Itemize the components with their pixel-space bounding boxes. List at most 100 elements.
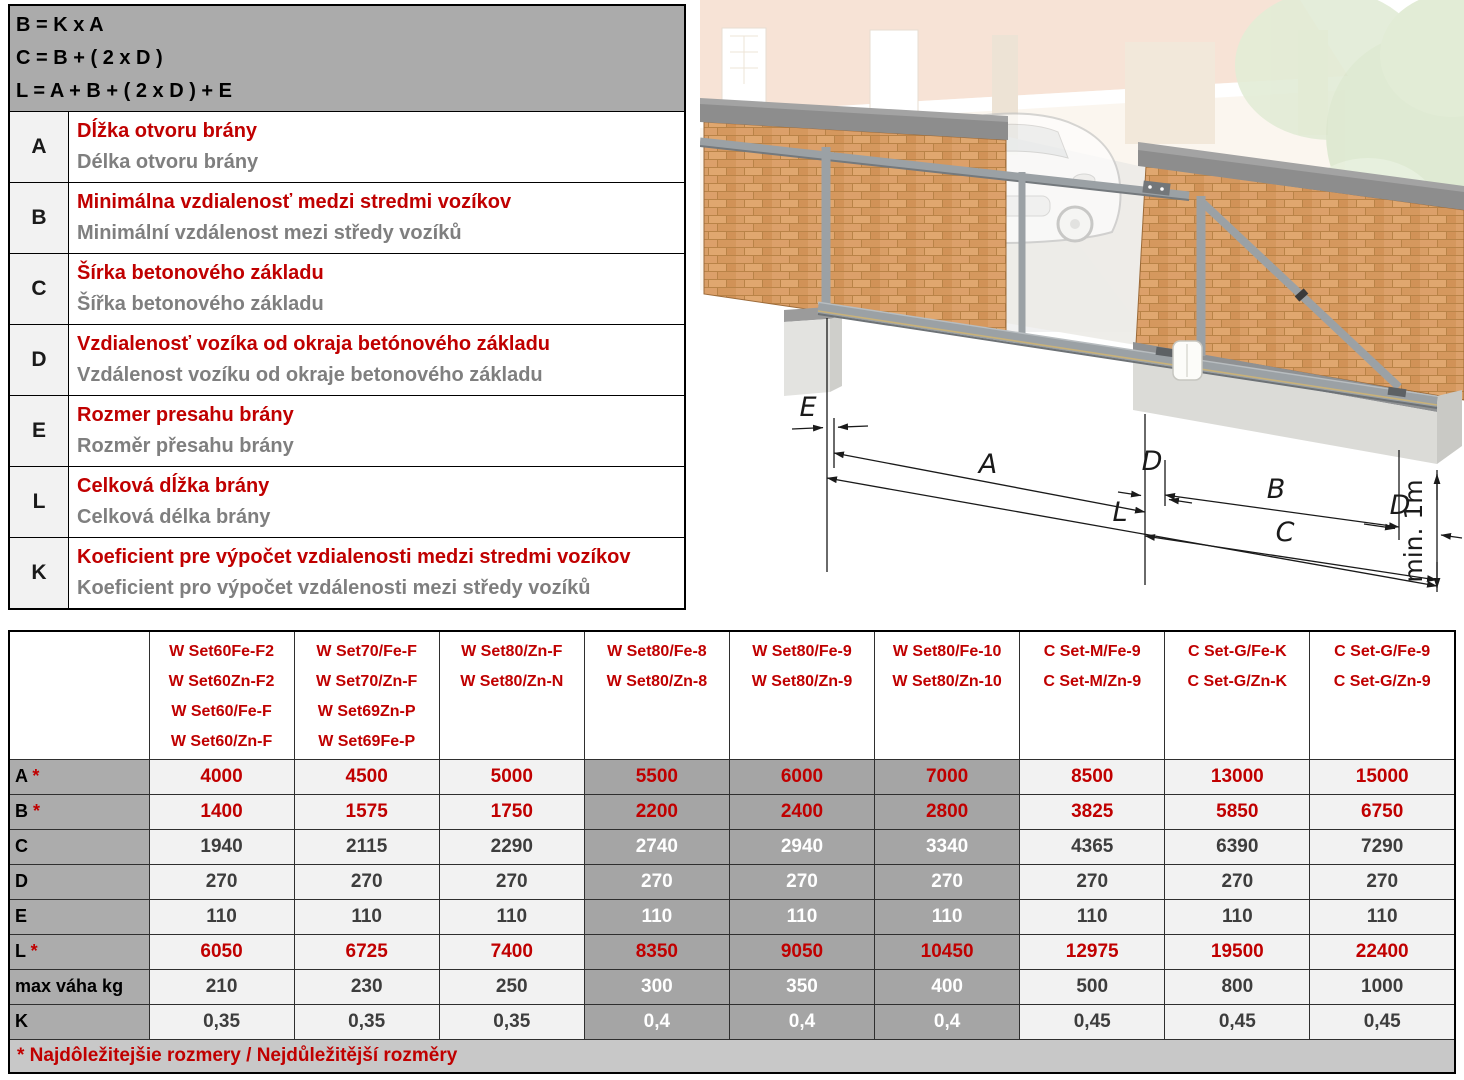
value-cell: 110 <box>583 898 730 935</box>
value-cell: 3340 <box>874 828 1021 865</box>
value-cell: 3825 <box>1019 793 1166 830</box>
bracket-bolt-2 <box>1160 187 1164 191</box>
value-cell: 13000 <box>1164 758 1311 795</box>
legend-letter: K <box>10 538 69 608</box>
legend-letter: B <box>10 183 69 253</box>
legend-letter: L <box>10 467 69 537</box>
value-cell: 10450 <box>874 933 1021 970</box>
value-cell: 110 <box>1309 898 1456 935</box>
value-cell: 800 <box>1164 968 1311 1005</box>
set-name: W Set80/Fe-10 <box>892 643 1002 660</box>
set-name: W Set69Fe-P <box>318 733 416 750</box>
spec-body: A * 4000 4500 5000 5500 6000 7000 8500 13000 1500… <box>8 758 1456 1040</box>
value-cell: 400 <box>874 968 1021 1005</box>
value-cell: 1400 <box>148 793 295 830</box>
set-name: C Set-G/Fe-9 <box>1334 643 1431 660</box>
value-cell: 1000 <box>1309 968 1456 1005</box>
spec-table: W Set60Fe-F2 W Set60Zn-F2 W Set60/Fe-F W Se… <box>8 630 1456 1074</box>
right-wall-cap <box>1138 146 1464 210</box>
carriage-left <box>1155 346 1175 358</box>
value-cell: 110 <box>1164 898 1311 935</box>
formula-header: B = K x A C = B + ( 2 x D ) L = A + B + … <box>10 6 684 111</box>
row-label: B * <box>8 793 150 830</box>
row-label: max váha kg <box>8 968 150 1005</box>
value-cell: 110 <box>874 898 1021 935</box>
value-cell: 2940 <box>728 828 876 865</box>
dim-label-e: E <box>799 392 816 423</box>
value-cell: 15000 <box>1309 758 1456 795</box>
dim-label-d-left: D <box>1142 446 1163 477</box>
set-name: W Set80/Zn-9 <box>751 673 853 690</box>
value-cell: 270 <box>1309 863 1456 900</box>
rail-track-line <box>817 310 1438 406</box>
set-name: C Set-G/Fe-K <box>1187 643 1287 660</box>
footnote-row: * Najdôležitejšie rozmery / Nejdůležitěj… <box>8 1038 1456 1073</box>
formula-b: B = K x A <box>16 14 104 36</box>
legend-text-sk: Šírka betonového základu <box>77 262 324 284</box>
post-side <box>830 315 842 392</box>
value-cell: 230 <box>293 968 440 1005</box>
value-cell: 270 <box>1164 863 1311 900</box>
legend-desc: Vzdialenosť vozíka od okraja betónového … <box>69 325 684 395</box>
concrete-post <box>784 306 842 396</box>
spec-row-C: C 1940 2115 2290 2740 2940 3340 4365 6390 7290 <box>8 828 1456 865</box>
value-cell: 2115 <box>293 828 440 865</box>
gate-frame <box>700 137 1438 409</box>
value-cell: 6725 <box>293 933 440 970</box>
value-cell: 0,45 <box>1309 1003 1456 1040</box>
legend-letter: A <box>10 112 69 182</box>
value-cell: 2740 <box>583 828 730 865</box>
legend-row-A: A Dĺžka otvoru brány Délka otvoru brány <box>10 111 684 182</box>
garage-opening <box>1125 42 1215 144</box>
top-guide-bracket <box>1142 180 1171 196</box>
legend-desc: Minimálna vzdialenosť medzi stredmi vozí… <box>69 183 684 253</box>
left-wall <box>700 98 1008 339</box>
left-wall-cap <box>700 102 1008 140</box>
legend-desc: Celková dĺžka brány Celková délka brány <box>69 467 684 537</box>
column-header-8: C Set-G/Fe-K C Set-G/Zn-K <box>1164 630 1311 760</box>
value-cell: 110 <box>148 898 295 935</box>
legend-row-B: B Minimálna vzdialenosť medzi stredmi voz… <box>10 182 684 253</box>
important-star: * <box>27 766 40 786</box>
house-roof <box>700 0 1348 114</box>
set-name: C Set-M/Zn-9 <box>1043 673 1142 690</box>
value-cell: 110 <box>728 898 876 935</box>
row-label: L * <box>8 933 150 970</box>
legend-text-cz: Celková délka brány <box>77 506 271 528</box>
set-name: W Set60/Zn-F <box>170 733 273 750</box>
value-cell: 0,45 <box>1019 1003 1166 1040</box>
set-name: W Set80/Zn-8 <box>606 673 708 690</box>
value-cell: 7400 <box>438 933 585 970</box>
value-cell: 270 <box>438 863 585 900</box>
set-name: C Set-G/Zn-K <box>1187 673 1288 690</box>
set-name: W Set60/Fe-F <box>171 703 272 720</box>
legend-row-L: L Celková dĺžka brány Celková délka brány <box>10 466 684 537</box>
legend-text-cz: Minimální vzdálenost mezi středy vozíků <box>77 222 462 244</box>
spec-header-row: W Set60Fe-F2 W Set60Zn-F2 W Set60/Fe-F W Se… <box>8 630 1456 760</box>
value-cell: 5850 <box>1164 793 1311 830</box>
value-cell: 270 <box>293 863 440 900</box>
formula-l: L = A + B + ( 2 x D ) + E <box>16 80 233 102</box>
legend-row-K: K Koeficient pre výpočet vzdialenosti med… <box>10 537 684 608</box>
row-label: D <box>8 863 150 900</box>
legend-text-sk: Dĺžka otvoru brány <box>77 120 258 142</box>
legend-letter: D <box>10 325 69 395</box>
set-name: C Set-M/Fe-9 <box>1043 643 1141 660</box>
column-header-9: C Set-G/Fe-9 C Set-G/Zn-9 <box>1309 630 1456 760</box>
legend-text-sk: Celková dĺžka brány <box>77 475 270 497</box>
value-cell: 0,4 <box>874 1003 1021 1040</box>
gate-illustration: E A D B D C L min. 1m <box>700 0 1464 612</box>
value-cell: 270 <box>728 863 876 900</box>
spec-row-E: E 110 110 110 110 110 110 110 110 110 <box>8 898 1456 935</box>
legend-rows: A Dĺžka otvoru brány Délka otvoru brány B Mi… <box>10 111 684 608</box>
side-door-grid <box>730 35 758 84</box>
left-wall-cap-top <box>700 98 1008 122</box>
important-star: * <box>25 941 38 961</box>
corner-cell <box>8 630 150 760</box>
value-cell: 6000 <box>728 758 876 795</box>
value-cell: 0,4 <box>583 1003 730 1040</box>
legend-row-C: C Šírka betonového základu Šířka betonovéh… <box>10 253 684 324</box>
value-cell: 0,35 <box>148 1003 295 1040</box>
value-cell: 0,35 <box>293 1003 440 1040</box>
value-cell: 500 <box>1019 968 1166 1005</box>
